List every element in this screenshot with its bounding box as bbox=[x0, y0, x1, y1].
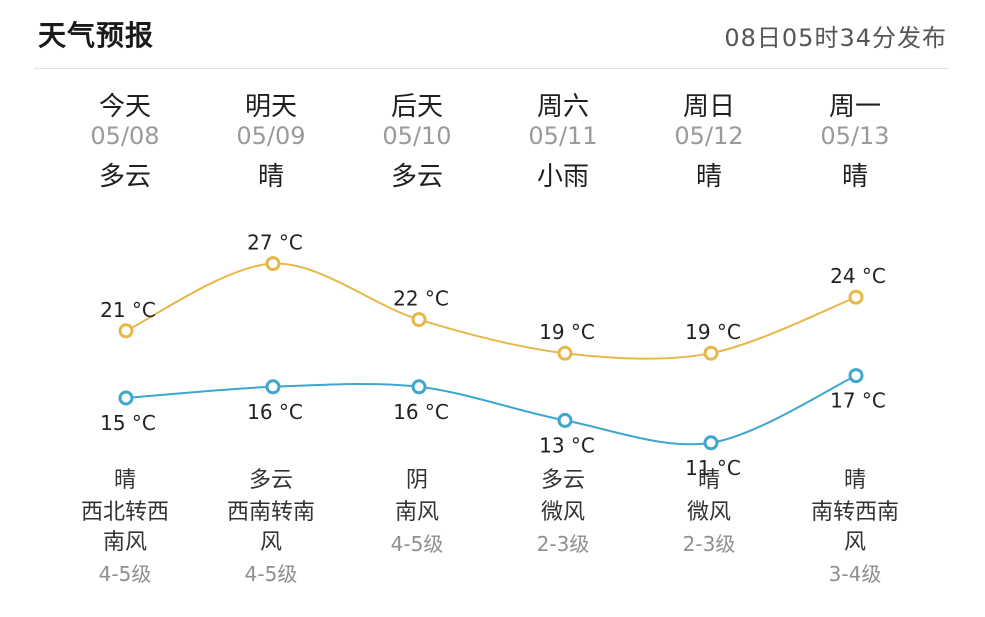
temp-line bbox=[125, 262, 857, 360]
day-condition: 多云 bbox=[390, 162, 443, 192]
wind-level: 4-5级 bbox=[244, 562, 298, 586]
temp-point bbox=[703, 345, 719, 361]
day-date: 05/11 bbox=[528, 122, 598, 150]
header-divider bbox=[34, 68, 949, 69]
temp-label: 22 °C bbox=[393, 287, 449, 311]
temp-point bbox=[848, 289, 864, 305]
temp-label: 16 °C bbox=[393, 400, 449, 424]
day-name: 今天 bbox=[98, 92, 151, 122]
forecast-day-column[interactable]: 周六 05/11 小雨 多云 微风 2-3级 bbox=[490, 0, 636, 617]
temp-point bbox=[118, 390, 134, 406]
page-title: 天气预报 bbox=[38, 19, 155, 52]
day-date: 05/13 bbox=[820, 122, 890, 150]
day-condition: 小雨 bbox=[536, 162, 589, 192]
forecast-day-column[interactable]: 周日 05/12 晴 晴 微风 2-3级 bbox=[636, 0, 782, 617]
wind-level: 2-3级 bbox=[536, 532, 590, 556]
day-condition: 晴 bbox=[257, 162, 284, 192]
temp-point bbox=[411, 379, 427, 395]
day-date: 05/12 bbox=[674, 122, 744, 150]
wind-direction: 南风 bbox=[394, 500, 439, 525]
temp-point bbox=[265, 256, 281, 272]
temp-label: 19 °C bbox=[539, 320, 595, 344]
forecast-header: 天气预报 08日05时34分发布 bbox=[0, 0, 985, 68]
night-condition: 多云 bbox=[540, 468, 585, 493]
temp-label: 15 °C bbox=[100, 411, 156, 435]
wind-direction: 西南转南 bbox=[226, 500, 315, 525]
temp-label: 19 °C bbox=[685, 320, 741, 344]
wind-level: 4-5级 bbox=[390, 532, 444, 556]
temp-point bbox=[265, 379, 281, 395]
wind-direction-cont: 风 bbox=[259, 530, 282, 555]
temp-label: 17 °C bbox=[830, 389, 886, 413]
wind-direction: 西北转西 bbox=[80, 500, 169, 525]
high-temp-series: 21 °C 27 °C 22 °C 19 °C 19 °C 24 °C bbox=[100, 231, 886, 361]
publish-time: 08日05时34分发布 bbox=[724, 24, 947, 52]
night-condition: 多云 bbox=[248, 468, 293, 493]
day-name: 后天 bbox=[390, 92, 443, 122]
wind-level: 3-4级 bbox=[828, 562, 882, 586]
wind-level: 4-5级 bbox=[98, 562, 152, 586]
wind-direction-cont: 风 bbox=[843, 530, 866, 555]
wind-direction: 南转西南 bbox=[810, 500, 899, 525]
temp-label: 27 °C bbox=[247, 231, 303, 255]
temp-label: 21 °C bbox=[100, 298, 156, 322]
low-temp-series: 15 °C 16 °C 16 °C 13 °C 11 °C 17 °C bbox=[100, 368, 886, 480]
forecast-day-column[interactable]: 今天 05/08 多云 晴 西北转西 南风 4-5级 bbox=[52, 0, 198, 617]
temp-point bbox=[703, 435, 719, 451]
wind-direction: 微风 bbox=[540, 500, 585, 525]
wind-direction-cont: 南风 bbox=[102, 530, 147, 555]
day-name: 周一 bbox=[828, 92, 881, 122]
forecast-day-column[interactable]: 明天 05/09 晴 多云 西南转南 风 4-5级 bbox=[198, 0, 344, 617]
day-name: 周日 bbox=[682, 92, 735, 122]
temp-point bbox=[557, 345, 573, 361]
temp-point bbox=[848, 368, 864, 384]
night-condition: 晴 bbox=[113, 468, 136, 493]
temp-label: 16 °C bbox=[247, 400, 303, 424]
night-condition: 晴 bbox=[843, 468, 866, 493]
temp-point bbox=[118, 323, 134, 339]
wind-direction: 微风 bbox=[686, 500, 731, 525]
temp-point bbox=[411, 312, 427, 328]
day-condition: 多云 bbox=[98, 162, 151, 192]
day-name: 明天 bbox=[244, 92, 297, 122]
wind-level: 2-3级 bbox=[682, 532, 736, 556]
day-condition: 晴 bbox=[841, 162, 868, 192]
forecast-day-column[interactable]: 周一 05/13 晴 晴 南转西南 风 3-4级 bbox=[782, 0, 928, 617]
day-date: 05/08 bbox=[90, 122, 160, 150]
forecast-day-column[interactable]: 后天 05/10 多云 阴 南风 4-5级 bbox=[344, 0, 490, 617]
temp-label: 24 °C bbox=[830, 264, 886, 288]
night-condition: 阴 bbox=[405, 468, 428, 493]
temp-line bbox=[125, 374, 857, 446]
day-condition: 晴 bbox=[695, 162, 722, 192]
day-name: 周六 bbox=[536, 92, 589, 122]
night-condition: 晴 bbox=[697, 468, 720, 493]
day-date: 05/09 bbox=[236, 122, 306, 150]
temp-point bbox=[557, 412, 573, 428]
day-date: 05/10 bbox=[382, 122, 452, 150]
temp-label: 11 °C bbox=[685, 456, 741, 480]
temp-label: 13 °C bbox=[539, 433, 595, 457]
